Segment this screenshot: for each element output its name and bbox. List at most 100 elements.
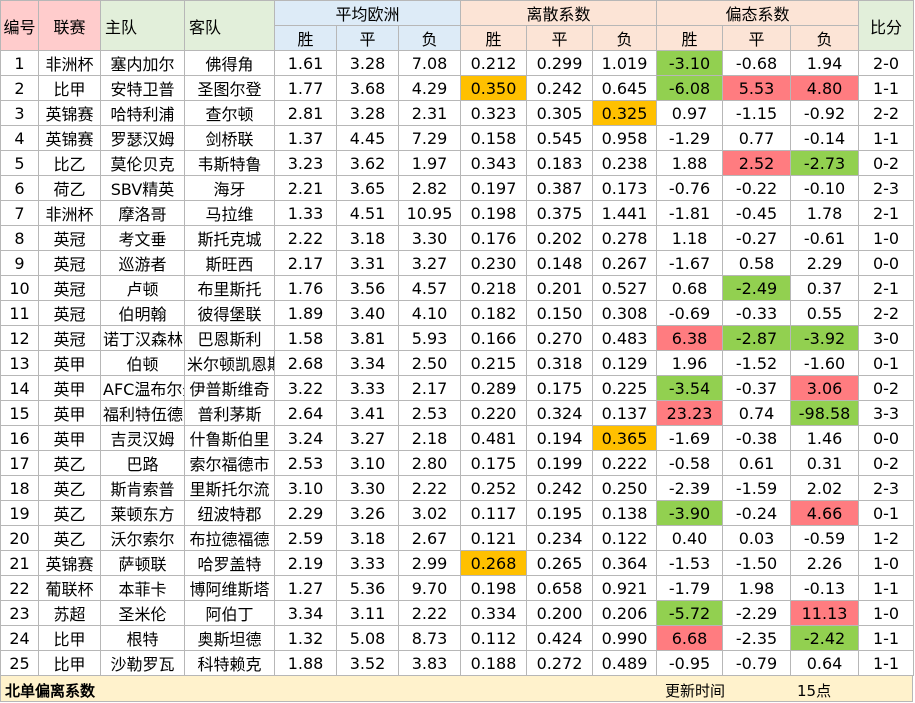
- cell-skew-draw: 5.53: [722, 75, 792, 101]
- cell-avg-draw: 3.33: [336, 550, 399, 576]
- header-away: 客队: [184, 0, 275, 51]
- cell-avg-lose: 5.93: [397, 325, 462, 351]
- cell-avg-lose: 2.67: [397, 525, 462, 551]
- cell-skew-lose: 0.37: [790, 275, 860, 301]
- cell-score: 0-1: [858, 350, 915, 376]
- cell-avg-win: 3.34: [274, 600, 337, 626]
- cell-away: 圣图尔登: [184, 75, 275, 101]
- cell-skew-draw: -0.79: [722, 650, 792, 676]
- cell-no: 24: [0, 625, 39, 651]
- cell-home: AFC温布尔登: [100, 375, 185, 401]
- table-body: 1 非洲杯 塞内加尔 佛得角 1.61 3.28 7.08 0.212 0.299 1.019 -3…: [0, 50, 915, 676]
- table-row: 17 英乙 巴路 索尔福德市 2.53 3.10 2.80 0.175 0.199 0.222 -0…: [0, 450, 915, 476]
- cell-disp-draw: 0.387: [526, 175, 594, 201]
- cell-avg-draw: 3.65: [336, 175, 399, 201]
- cell-home: 伯顿: [100, 350, 185, 376]
- cell-home: 安特卫普: [100, 75, 185, 101]
- table-row: 19 英乙 莱顿东方 纽波特郡 2.29 3.26 3.02 0.117 0.195 0.138-…: [0, 500, 915, 526]
- cell-disp-win: 0.197: [460, 175, 528, 201]
- cell-score: 0-1: [858, 500, 915, 526]
- cell-score: 2-3: [858, 175, 915, 201]
- footer-update-label: 更新时间: [665, 682, 726, 700]
- cell-disp-win: 0.176: [460, 225, 528, 251]
- cell-disp-lose: 0.364: [592, 550, 658, 576]
- cell-disp-win: 0.212: [460, 50, 528, 76]
- cell-avg-win: 2.64: [274, 400, 337, 426]
- cell-skew-draw: -1.59: [722, 475, 792, 501]
- cell-away: 布拉德福德: [184, 525, 275, 551]
- cell-avg-draw: 3.18: [336, 225, 399, 251]
- table-row: 21 英锦赛 萨顿联 哈罗盖特 2.19 3.33 2.99 0.268 0.265 0.364-…: [0, 550, 915, 576]
- cell-away: 博阿维斯塔: [184, 575, 275, 601]
- cell-away: 马拉维: [184, 200, 275, 226]
- cell-avg-lose: 3.83: [397, 650, 462, 676]
- cell-home: 卢顿: [100, 275, 185, 301]
- cell-disp-draw: 0.424: [526, 625, 594, 651]
- cell-away: 纽波特郡: [184, 500, 275, 526]
- cell-no: 5: [0, 150, 39, 176]
- cell-skew-win: -0.76: [656, 175, 724, 201]
- cell-skew-draw: 0.03: [722, 525, 792, 551]
- cell-away: 佛得角: [184, 50, 275, 76]
- cell-avg-draw: 3.52: [336, 650, 399, 676]
- cell-disp-draw: 0.270: [526, 325, 594, 351]
- table-row: 10 英冠 卢顿 布里斯托 1.76 3.56 4.57 0.218 0.201 0.527 0.6…: [0, 275, 915, 301]
- cell-avg-win: 2.81: [274, 100, 337, 126]
- cell-home: 罗瑟汉姆: [100, 125, 185, 151]
- cell-disp-win: 0.289: [460, 375, 528, 401]
- cell-score: 3-3: [858, 400, 915, 426]
- cell-home: 福利特伍德: [100, 400, 185, 426]
- cell-score: 1-2: [858, 525, 915, 551]
- header-home: 主队: [100, 0, 185, 51]
- cell-no: 14: [0, 375, 39, 401]
- cell-league: 英甲: [38, 400, 101, 426]
- cell-disp-lose: 0.225: [592, 375, 658, 401]
- cell-score: 1-0: [858, 225, 915, 251]
- cell-league: 英甲: [38, 375, 101, 401]
- header-league: 联赛: [38, 0, 101, 51]
- cell-disp-draw: 0.194: [526, 425, 594, 451]
- cell-score: 1-1: [858, 650, 915, 676]
- cell-disp-lose: 0.365: [592, 425, 658, 451]
- cell-league: 非洲杯: [38, 200, 101, 226]
- cell-away: 韦斯特鲁: [184, 150, 275, 176]
- cell-skew-lose: 4.66: [790, 500, 860, 526]
- cell-league: 英甲: [38, 425, 101, 451]
- footer-bar: 北单偏离系数 更新时间 15点: [0, 675, 913, 702]
- cell-skew-draw: 0.77: [722, 125, 792, 151]
- cell-avg-lose: 10.95: [397, 200, 462, 226]
- cell-skew-draw: -2.87: [722, 325, 792, 351]
- cell-home: 萨顿联: [100, 550, 185, 576]
- cell-no: 22: [0, 575, 39, 601]
- header-avg-group: 平均欧洲: [273, 0, 462, 26]
- cell-league: 非洲杯: [38, 50, 101, 76]
- cell-disp-win: 0.117: [460, 500, 528, 526]
- cell-away: 剑桥联: [184, 125, 275, 151]
- cell-league: 英冠: [38, 250, 101, 276]
- cell-disp-draw: 0.195: [526, 500, 594, 526]
- cell-disp-win: 0.175: [460, 450, 528, 476]
- cell-avg-lose: 3.27: [397, 250, 462, 276]
- header-disp-lose: 负: [592, 25, 658, 51]
- table-row: 15 英甲 福利特伍德 普利茅斯 2.64 3.41 2.53 0.220 0.324 0.137…: [0, 400, 915, 426]
- cell-away: 米尔顿凯恩斯: [184, 350, 275, 376]
- cell-skew-win: 23.23: [656, 400, 724, 426]
- cell-home: 诺丁汉森林: [100, 325, 185, 351]
- cell-disp-win: 0.198: [460, 575, 528, 601]
- cell-skew-win: 1.96: [656, 350, 724, 376]
- cell-away: 什鲁斯伯里: [184, 425, 275, 451]
- cell-avg-win: 3.23: [274, 150, 337, 176]
- table-row: 8 英冠 考文垂 斯托克城 2.22 3.18 3.30 0.176 0.202 0.278 1.1…: [0, 225, 915, 251]
- cell-league: 苏超: [38, 600, 101, 626]
- cell-home: 摩洛哥: [100, 200, 185, 226]
- table-row: 7 非洲杯 摩洛哥 马拉维 1.33 4.51 10.95 0.198 0.375 1.441 -1…: [0, 200, 915, 226]
- cell-no: 6: [0, 175, 39, 201]
- table-row: 4 英锦赛 罗瑟汉姆 剑桥联 1.37 4.45 7.29 0.158 0.545 0.958 -1…: [0, 125, 915, 151]
- cell-away: 查尔顿: [184, 100, 275, 126]
- cell-avg-win: 2.53: [274, 450, 337, 476]
- cell-disp-lose: 0.489: [592, 650, 658, 676]
- cell-avg-draw: 3.41: [336, 400, 399, 426]
- cell-no: 2: [0, 75, 39, 101]
- cell-skew-lose: 1.46: [790, 425, 860, 451]
- cell-skew-lose: -3.92: [790, 325, 860, 351]
